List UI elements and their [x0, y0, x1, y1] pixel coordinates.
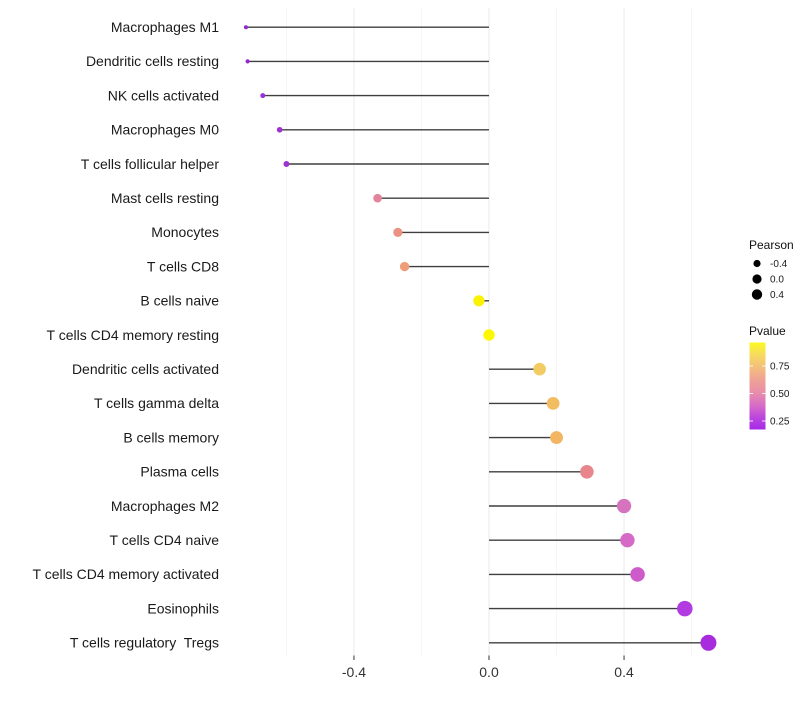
y-axis-label: Mast cells resting — [111, 190, 219, 206]
y-axis-label: Monocytes — [151, 224, 219, 240]
y-axis-label: Dendritic cells activated — [72, 361, 219, 377]
lollipop-dot — [620, 533, 635, 548]
size-legend-dot — [752, 274, 762, 284]
size-legend-dot — [753, 259, 761, 268]
size-legend-label: 0.4 — [770, 290, 784, 301]
x-tick-label: -0.4 — [342, 664, 366, 680]
lollipop-dot — [243, 25, 248, 30]
colorbar-tick-label: 0.75 — [770, 362, 790, 373]
lollipop-dot — [260, 93, 266, 99]
lollipop-dot — [276, 126, 283, 133]
y-axis-label: T cells follicular helper — [81, 156, 220, 172]
y-axis-label: Dendritic cells resting — [86, 53, 219, 69]
pvalue-colorbar — [749, 342, 766, 430]
x-tick-label: 0.4 — [614, 664, 634, 680]
y-axis-label: Macrophages M1 — [111, 19, 219, 35]
lollipop-rows — [243, 25, 717, 651]
y-axis-labels: Macrophages M1 Dendritic cells resting NK … — [33, 19, 220, 651]
y-axis-label: T cells regulatory Tregs — [70, 635, 219, 651]
lollipop-dot — [473, 295, 485, 307]
lollipop-dot — [393, 227, 403, 237]
y-axis-label: B cells memory — [123, 429, 219, 445]
y-axis-label: T cells CD4 memory activated — [33, 566, 219, 582]
lollipop-dot — [399, 261, 410, 272]
size-legend-label: -0.4 — [770, 259, 788, 270]
x-axis: -0.4 0.0 0.4 — [342, 655, 634, 680]
size-legend-title: Pearson — [749, 238, 794, 252]
y-axis-label: B cells naive — [140, 293, 219, 309]
lollipop-dot — [245, 59, 250, 64]
lollipop-dot — [483, 329, 495, 341]
size-legend-label: 0.0 — [770, 275, 784, 286]
colorbar-tick-label: 0.25 — [770, 417, 790, 428]
lollipop-dot — [373, 193, 382, 203]
lollipop-dot — [616, 498, 632, 514]
lollipop-dot — [677, 600, 693, 617]
color-legend-title: Pvalue — [749, 324, 786, 338]
x-tick-label: 0.0 — [479, 664, 499, 680]
y-axis-label: Plasma cells — [140, 464, 219, 480]
y-axis-label: NK cells activated — [108, 87, 219, 103]
lollipop-dot — [533, 362, 546, 376]
size-legend-dot — [751, 289, 763, 300]
lollipop-dot — [700, 634, 717, 651]
lollipop-dot — [546, 396, 560, 410]
y-axis-label: Macrophages M2 — [111, 498, 219, 514]
y-axis-label: Macrophages M0 — [111, 122, 219, 138]
y-axis-label: T cells CD4 naive — [110, 532, 220, 548]
lollipop-dot — [580, 465, 594, 479]
lollipop-dot — [283, 161, 290, 167]
y-axis-label: Eosinophils — [147, 600, 219, 616]
colorbar-ticks: 0.75 0.50 0.25 — [749, 362, 790, 428]
lollipop-dot — [550, 431, 563, 445]
y-axis-label: T cells gamma delta — [94, 395, 219, 411]
y-axis-label: T cells CD8 — [147, 258, 219, 274]
lollipop-dot — [630, 567, 645, 582]
legend: Pearson -0.4 0.0 0.4 Pvalue 0.75 0.50 0.25 — [749, 238, 794, 430]
y-axis-label: T cells CD4 memory resting — [47, 327, 219, 343]
size-legend-items: -0.4 0.0 0.4 — [751, 259, 788, 301]
colorbar-tick-label: 0.50 — [770, 389, 790, 400]
